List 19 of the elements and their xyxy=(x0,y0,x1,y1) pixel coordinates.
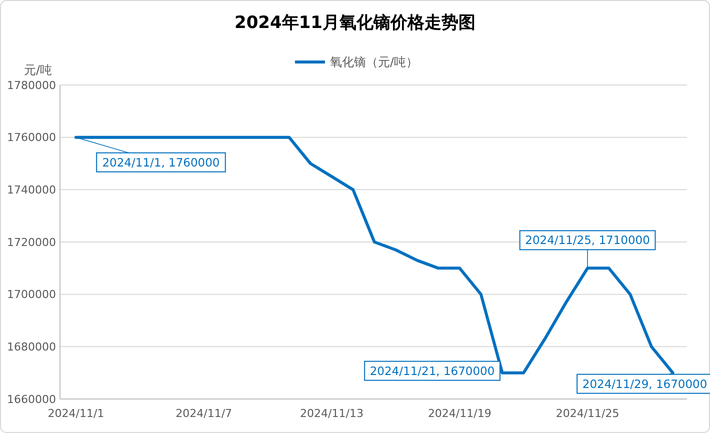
x-tick-label: 2024/11/19 xyxy=(428,407,492,420)
y-tick-label: 1680000 xyxy=(7,340,56,354)
y-tick-label: 1700000 xyxy=(7,288,56,302)
chart-title: 2024年11月氧化镝价格走势图 xyxy=(234,13,476,33)
annotation: 2024/11/29, 1670000 xyxy=(582,376,708,391)
y-tick-label: 1780000 xyxy=(7,78,56,92)
x-tick-label: 2024/11/13 xyxy=(300,407,364,420)
y-tick-label: 1660000 xyxy=(7,392,56,406)
annotation: 2024/11/21, 1670000 xyxy=(370,364,495,378)
y-tick-label: 1720000 xyxy=(7,236,56,249)
x-tick-label: 2024/11/7 xyxy=(176,407,232,420)
annotation: 2024/11/25, 1710000 xyxy=(525,233,650,248)
y-tick-label: 1760000 xyxy=(7,131,56,144)
y-tick-label: 1740000 xyxy=(7,184,56,197)
annotation: 2024/11/1, 1760000 xyxy=(102,155,220,170)
x-tick-label: 2024/11/25 xyxy=(556,407,620,420)
x-tick-label: 2024/11/1 xyxy=(48,407,104,420)
legend-label: 氧化镝（元/吨） xyxy=(330,55,418,70)
y-axis-title: 元/吨 xyxy=(24,63,52,77)
